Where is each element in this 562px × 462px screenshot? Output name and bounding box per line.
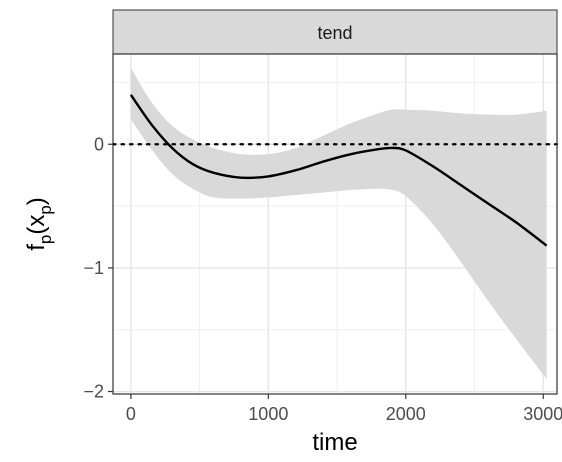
x-tick-label: 1000 (248, 404, 288, 424)
y-tick-label: −2 (83, 382, 104, 402)
facet-strip-label: tend (317, 23, 352, 43)
y-tick-label: −1 (83, 258, 104, 278)
y-tick-label: 0 (94, 134, 104, 154)
x-tick-label: 2000 (386, 404, 426, 424)
x-axis-title: time (312, 429, 357, 456)
confidence-ribbon (130, 67, 547, 380)
smooth-effect-line (129, 94, 548, 247)
x-tick-label: 3000 (523, 404, 562, 424)
y-axis-title: fp(xp) (23, 197, 55, 251)
x-axis-ticks: 0 1000 2000 3000 (126, 394, 562, 424)
plot-panel (111, 53, 559, 395)
panel-border (112, 53, 558, 395)
facet-strip (112, 9, 558, 55)
y-axis-ticks: −2 −1 0 (83, 134, 113, 402)
x-tick-label: 0 (126, 404, 136, 424)
